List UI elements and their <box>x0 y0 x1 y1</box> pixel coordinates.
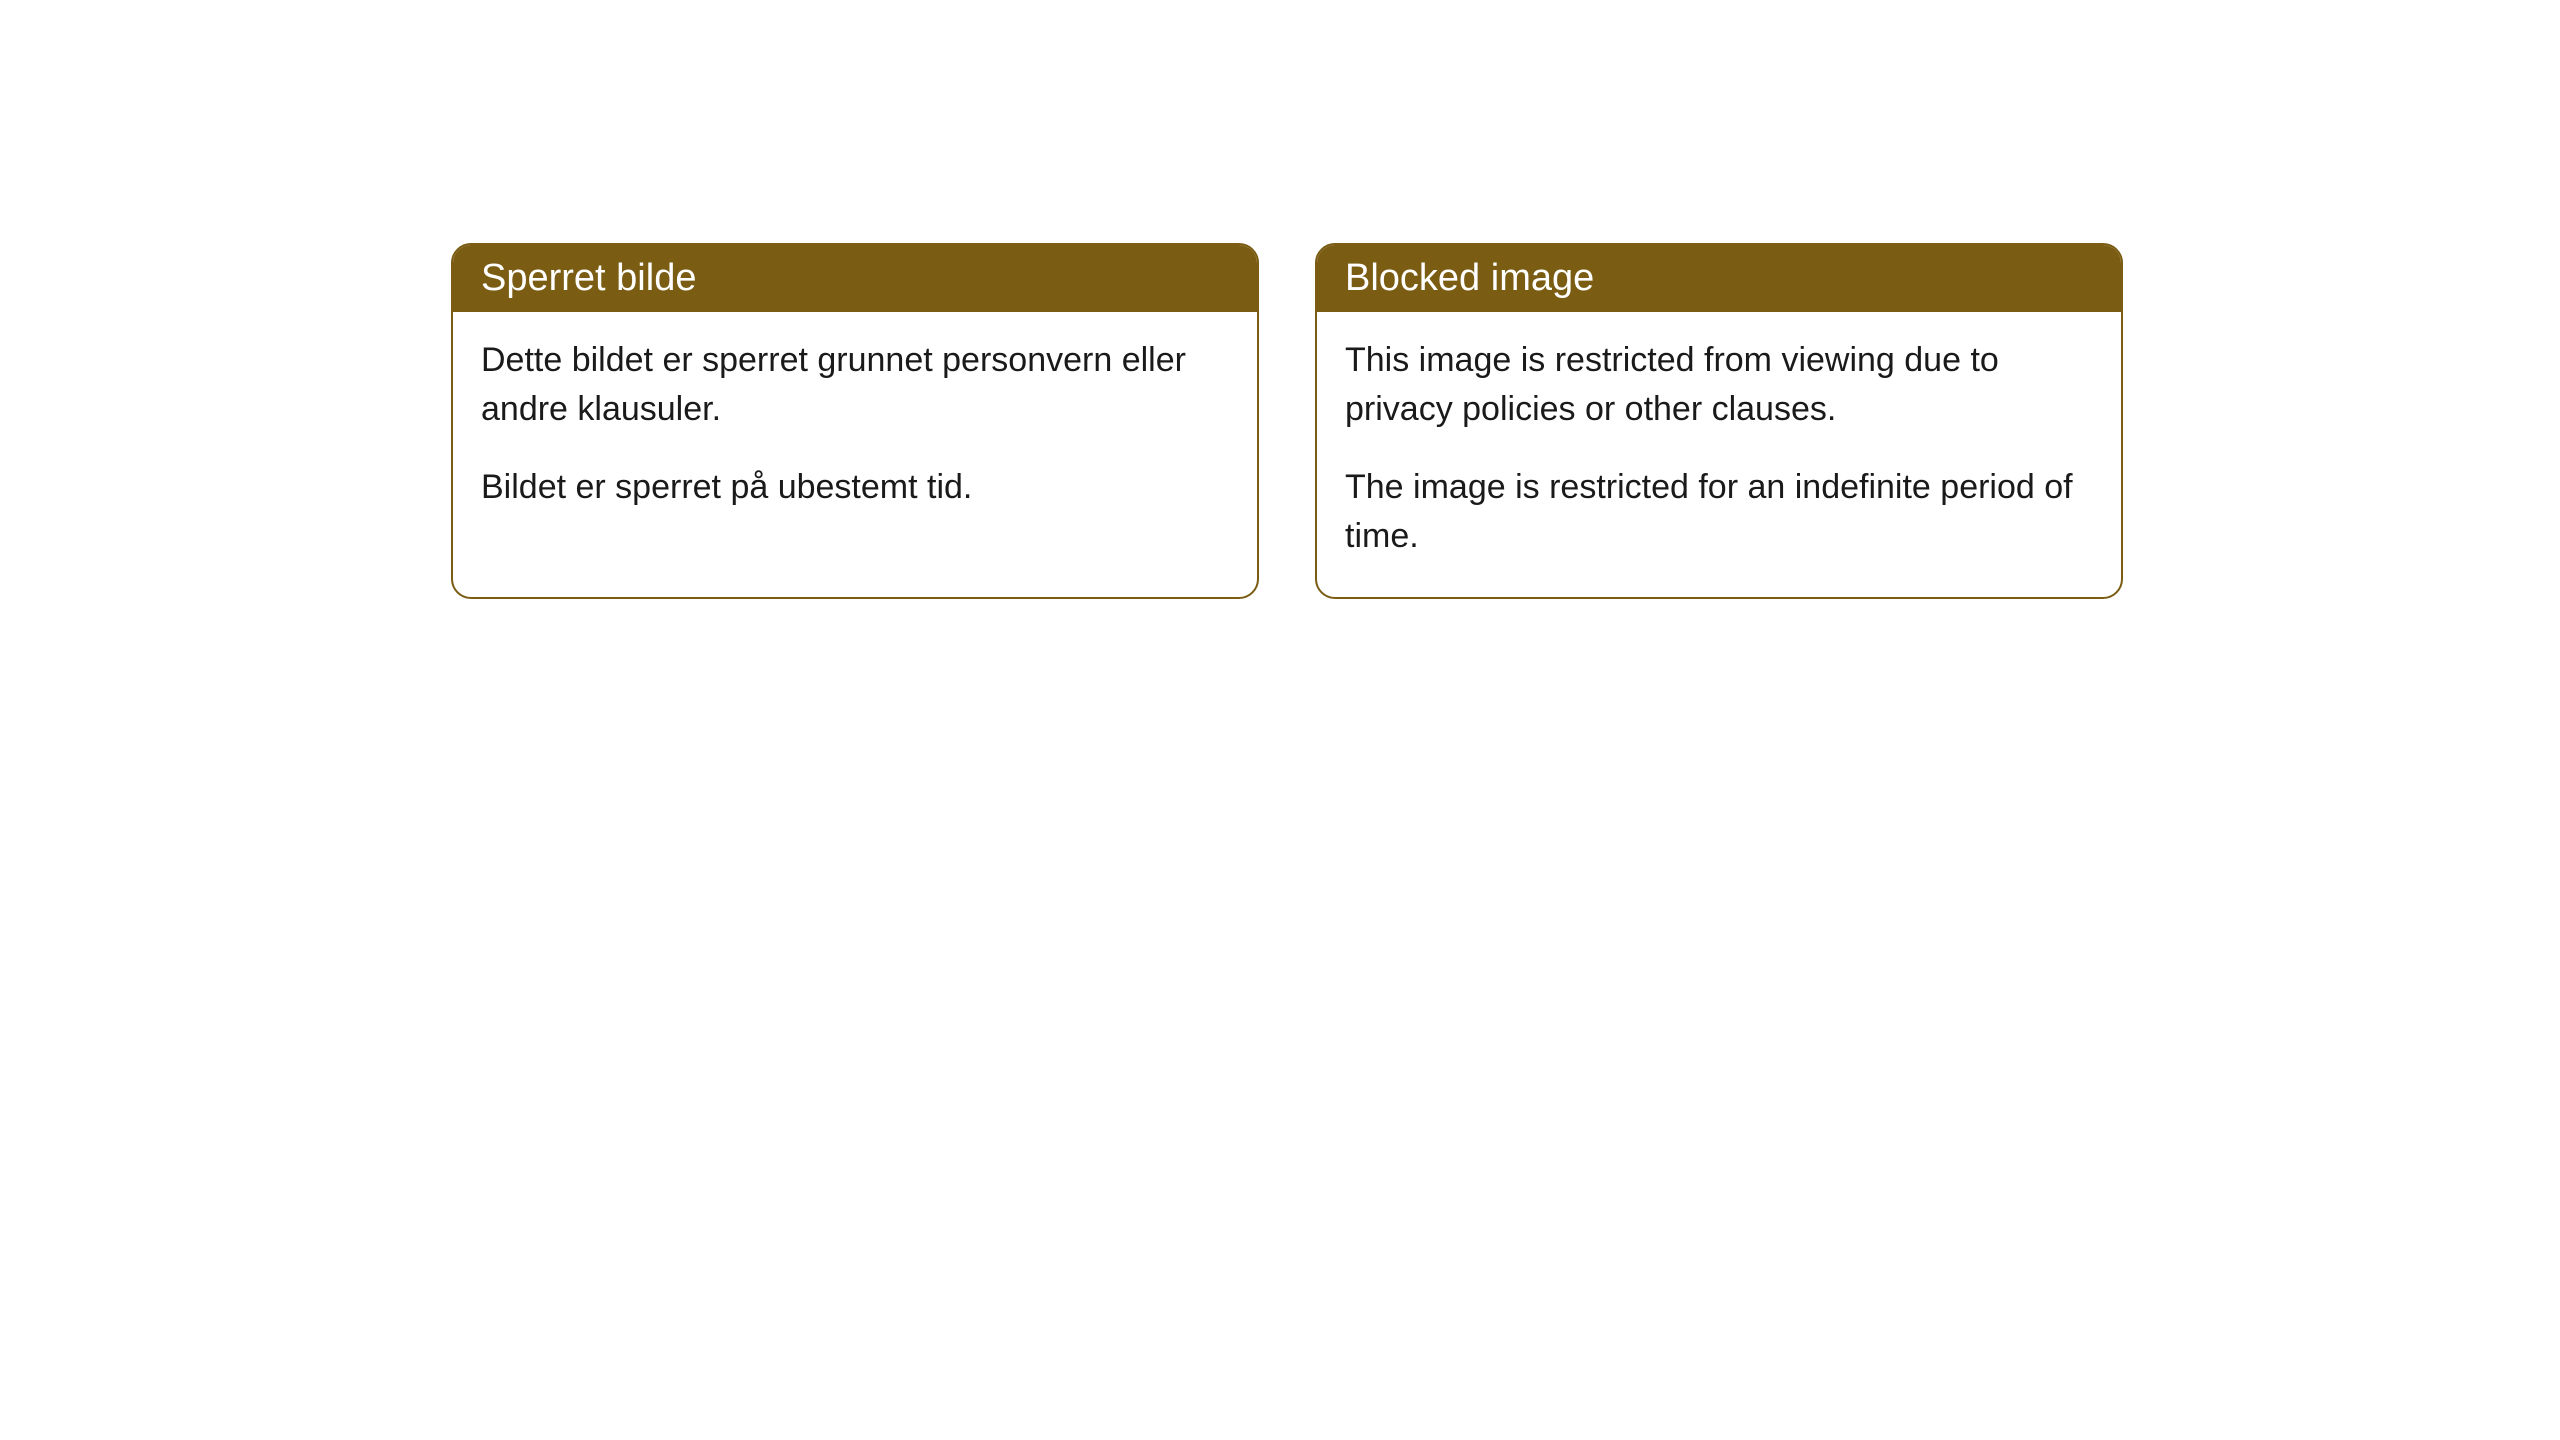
card-body-english: This image is restricted from viewing du… <box>1317 312 2121 597</box>
card-paragraph-1-norwegian: Dette bildet er sperret grunnet personve… <box>481 336 1229 435</box>
card-norwegian: Sperret bilde Dette bildet er sperret gr… <box>451 243 1259 599</box>
cards-container: Sperret bilde Dette bildet er sperret gr… <box>451 243 2123 599</box>
card-header-norwegian: Sperret bilde <box>453 245 1257 312</box>
card-body-norwegian: Dette bildet er sperret grunnet personve… <box>453 312 1257 548</box>
card-title-english: Blocked image <box>1345 257 1594 299</box>
card-paragraph-2-english: The image is restricted for an indefinit… <box>1345 463 2093 562</box>
card-paragraph-2-norwegian: Bildet er sperret på ubestemt tid. <box>481 463 1229 512</box>
card-header-english: Blocked image <box>1317 245 2121 312</box>
card-title-norwegian: Sperret bilde <box>481 257 696 299</box>
card-paragraph-1-english: This image is restricted from viewing du… <box>1345 336 2093 435</box>
card-english: Blocked image This image is restricted f… <box>1315 243 2123 599</box>
